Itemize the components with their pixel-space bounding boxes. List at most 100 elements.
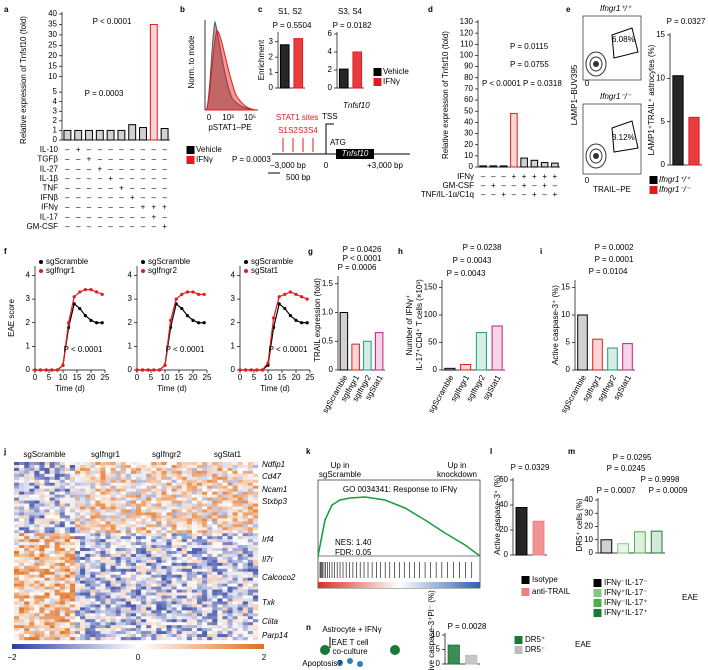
- heatmap-cell: [29, 488, 35, 492]
- label: +3,000 bp: [367, 161, 403, 170]
- heatmap-cell: [49, 473, 55, 478]
- heatmap-cell: [125, 533, 132, 537]
- heatmap-cell: [247, 610, 254, 614]
- label: TSS: [322, 112, 338, 121]
- heatmap-cell: [130, 527, 137, 531]
- heatmap-cell: [24, 476, 30, 480]
- heatmap-cell: [80, 604, 86, 608]
- heatmap-cell: [151, 565, 157, 569]
- heatmap-cell: [186, 500, 193, 504]
- heatmap-cell: [90, 551, 96, 555]
- condition-sign: +: [512, 172, 517, 181]
- heatmap-cell: [85, 503, 91, 507]
- heatmap-cell: [252, 598, 259, 602]
- heatmap-cell: [176, 512, 182, 516]
- bar: [532, 520, 545, 556]
- heatmap-cell: [151, 539, 157, 543]
- heatmap-cell: [141, 515, 147, 519]
- heatmap-cell: [29, 613, 35, 617]
- heatmap-cell: [100, 577, 106, 581]
- heatmap-cell: [115, 488, 121, 492]
- heatmap-cell: [34, 574, 40, 578]
- heatmap-cell: [232, 598, 238, 602]
- heatmap-cell: [105, 548, 111, 552]
- heatmap-cell: [247, 521, 254, 525]
- heatmap-cell: [75, 545, 81, 549]
- heatmap-cell: [252, 467, 259, 472]
- heatmap-cell: [64, 589, 71, 593]
- heatmap-cell: [125, 548, 132, 552]
- heatmap-cell: [186, 548, 193, 552]
- heatmap-cell: [232, 482, 238, 486]
- heatmap-cell: [242, 479, 249, 483]
- heatmap-cell: [207, 536, 213, 540]
- heatmap-cell: [202, 518, 208, 522]
- heatmap-cell: [242, 506, 249, 510]
- heatmap-cell: [247, 589, 254, 593]
- heatmap-cell: [44, 607, 50, 611]
- heatmap-cell: [120, 628, 127, 632]
- heatmap-cell: [100, 497, 106, 501]
- heatmap-cell: [197, 622, 203, 626]
- heatmap-cell: [176, 494, 182, 498]
- heatmap-cell: [166, 568, 172, 572]
- heatmap-cell: [85, 601, 91, 605]
- heatmap-cell: [59, 485, 66, 489]
- heatmap-cell: [161, 542, 167, 546]
- heatmap-cell: [24, 503, 30, 507]
- heatmap-cell: [100, 545, 106, 549]
- heatmap-cell: [171, 539, 177, 543]
- heatmap-cell: [212, 473, 218, 478]
- heatmap-cell: [115, 542, 121, 546]
- heatmap-cell: [141, 479, 147, 483]
- heatmap-cell: [227, 515, 233, 519]
- heatmap-cell: [237, 568, 243, 572]
- heatmap-cell: [19, 491, 25, 495]
- heatmap-cell: [85, 512, 91, 516]
- heatmap-cell: [110, 548, 116, 552]
- heatmap-cell: [125, 545, 132, 549]
- heatmap-cell: [64, 533, 71, 537]
- heatmap-cell: [237, 521, 243, 525]
- heatmap-cell: [176, 482, 182, 486]
- heatmap-cell: [69, 536, 76, 540]
- heatmap-cell: [29, 479, 35, 483]
- heatmap-cell: [75, 568, 81, 572]
- heatmap-cell: [59, 637, 66, 641]
- heatmap-cell: [252, 503, 259, 507]
- point: [39, 368, 43, 372]
- heatmap-cell: [39, 497, 45, 501]
- heatmap-cell: [69, 509, 76, 513]
- heatmap-cell: [202, 485, 208, 489]
- heatmap-cell: [197, 592, 203, 596]
- heatmap-cell: [151, 631, 157, 635]
- heatmap-cell: [151, 634, 157, 638]
- label: 10³: [222, 113, 234, 122]
- y-tick-label: 40: [464, 117, 473, 126]
- heatmap-cell: [54, 631, 60, 635]
- heatmap-cell: [130, 634, 137, 638]
- heatmap-cell: [197, 527, 203, 531]
- heatmap-cell: [110, 592, 116, 596]
- heatmap-cell: [95, 488, 101, 492]
- heatmap-cell: [141, 524, 147, 528]
- point: [67, 321, 71, 325]
- condition-sign: –: [119, 193, 124, 202]
- heatmap-cell: [146, 524, 152, 528]
- heatmap-cell: [39, 488, 45, 492]
- y-tick-label: 20: [499, 525, 508, 534]
- heatmap-cell: [115, 479, 121, 483]
- heatmap-cell: [125, 530, 132, 534]
- heatmap-cell: [222, 580, 228, 584]
- heatmap-cell: [100, 610, 106, 614]
- row-label: IL-10: [40, 145, 59, 154]
- heatmap-cell: [64, 485, 71, 489]
- heatmap-cell: [14, 565, 20, 569]
- condition-sign: –: [152, 222, 157, 231]
- heatmap-cell: [166, 530, 172, 534]
- heatmap-cell: [120, 536, 127, 540]
- condition-sign: –: [108, 184, 113, 193]
- heatmap-cell: [100, 565, 106, 569]
- bar: [479, 165, 487, 168]
- heatmap-cell: [115, 565, 121, 569]
